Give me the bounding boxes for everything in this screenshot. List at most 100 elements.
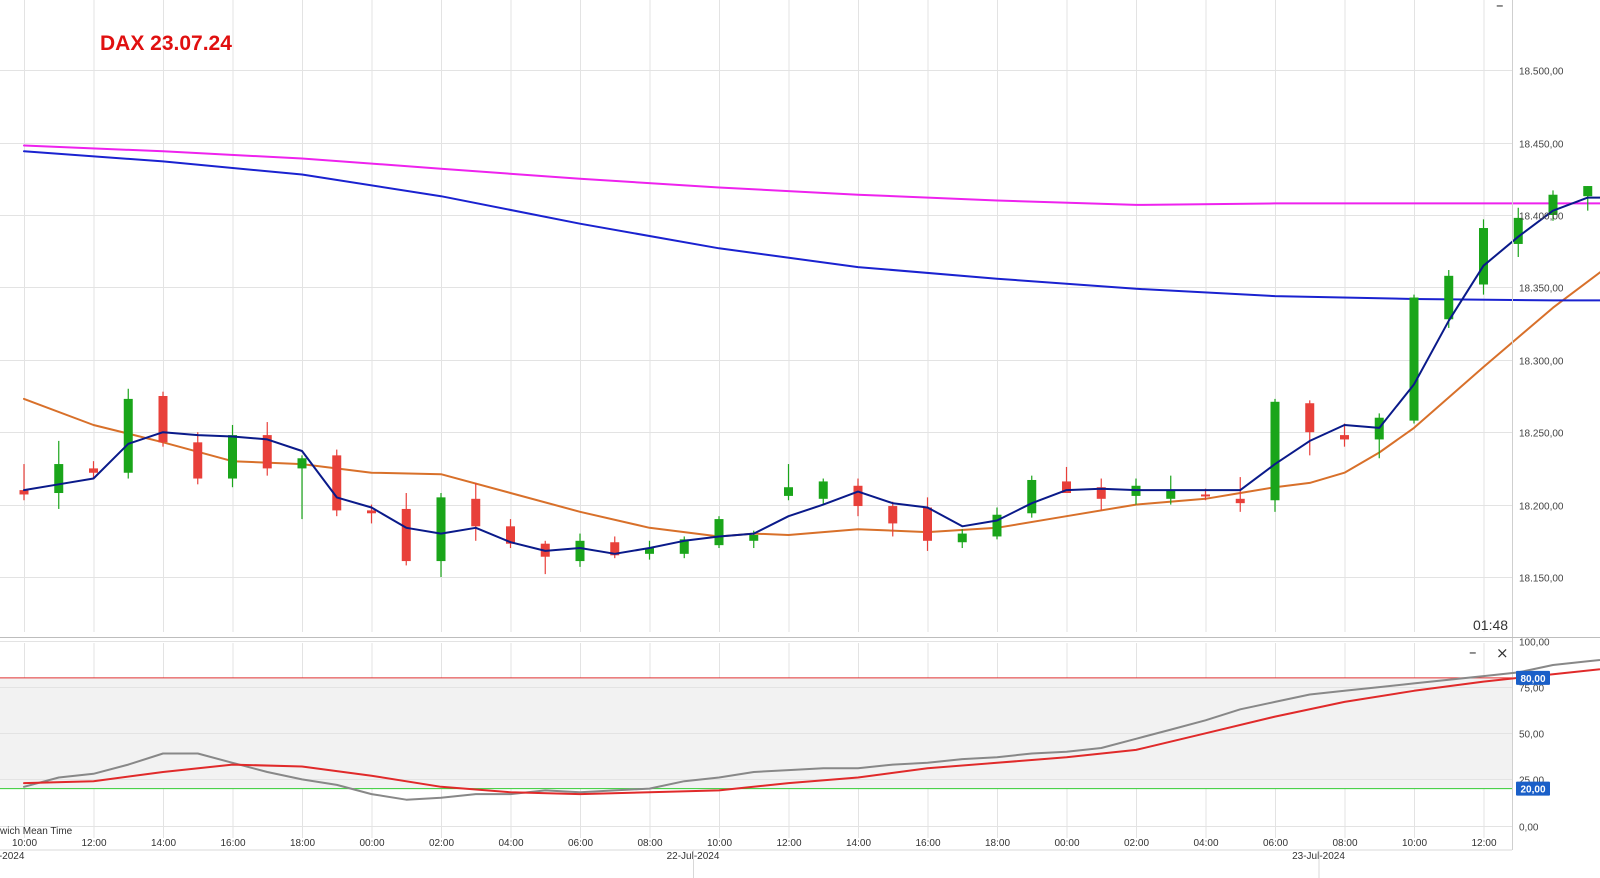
stoch-tick-label: 100,00 — [1519, 638, 1550, 649]
time-tick-label: 18:00 — [985, 838, 1010, 849]
candle-down — [1096, 478, 1106, 511]
ma-line-ema-mid — [23, 271, 1600, 538]
candle-down — [540, 540, 550, 575]
candle-down — [89, 461, 98, 479]
stochastic-minimize-button[interactable]: – — [1469, 643, 1477, 661]
stoch-tick-label: 50,00 — [1519, 730, 1544, 741]
candle-up — [228, 424, 237, 488]
candle-body — [297, 458, 307, 469]
candle-up — [123, 388, 133, 479]
time-tick-label: 12:00 — [1471, 838, 1496, 849]
candle-body — [262, 435, 272, 469]
candle-body — [1513, 217, 1523, 244]
candle-up — [1444, 270, 1454, 328]
price-tick-label: 18.150,00 — [1519, 574, 1564, 585]
candle-body — [645, 548, 654, 554]
candle-up — [575, 533, 585, 567]
candle-up — [992, 507, 1002, 540]
candle-up — [1374, 413, 1384, 459]
candle-body — [193, 442, 203, 479]
level-badge-label: 20,00 — [1520, 785, 1545, 796]
time-tick-label: 14:00 — [151, 838, 176, 849]
ma-line-ema-slow-blue — [23, 150, 1600, 302]
candle-body — [1409, 297, 1419, 421]
candle-body — [1583, 186, 1593, 197]
candle-body — [1479, 228, 1488, 285]
price-grid — [0, 70, 1512, 578]
stoch-tick-label: 0,00 — [1519, 823, 1539, 834]
candle-body — [1096, 487, 1106, 499]
time-tick-label: 00:00 — [359, 838, 384, 849]
candle-body — [1166, 490, 1176, 499]
candle-down — [1305, 400, 1315, 456]
time-tick-label: 02:00 — [429, 838, 454, 849]
time-tick-label: 06:00 — [568, 838, 593, 849]
time-tick-label: 12:00 — [81, 838, 106, 849]
candle-body — [714, 519, 724, 546]
candle-up — [1027, 475, 1037, 518]
ma-line-ema-slow-magenta — [23, 144, 1600, 206]
candle-down — [401, 493, 411, 566]
timezone-label: wich Mean Time — [0, 826, 73, 837]
candle-body — [89, 468, 98, 473]
candle-up — [784, 464, 793, 501]
time-tick-label: 04:00 — [498, 838, 523, 849]
time-tick-label: 08:00 — [637, 838, 662, 849]
candle-up — [714, 516, 724, 549]
stochastic-grid — [0, 641, 1512, 827]
stochastic-close-button[interactable]: × — [1496, 644, 1509, 662]
candle-body — [1340, 435, 1349, 440]
time-tick-label: 00:00 — [1054, 838, 1079, 849]
stochastic-pane: 0,00 25,00 50,00 75,00 100,00 80,00 20,00 — [0, 638, 1600, 834]
time-tick-label: 02:00 — [1124, 838, 1149, 849]
candle-up — [957, 529, 967, 549]
moving-averages — [23, 144, 1600, 538]
level-badge — [1516, 781, 1550, 796]
candle-body — [853, 485, 863, 507]
time-tick-label: 10:00 — [1402, 838, 1427, 849]
candle-countdown: 01:48 — [1473, 617, 1508, 633]
candle-up — [1513, 207, 1523, 257]
candle-down — [888, 501, 898, 537]
candle-up — [1548, 190, 1558, 221]
candle-up — [297, 455, 307, 520]
chart-title: DAX 23.07.24 — [100, 32, 232, 55]
candle-up — [645, 540, 654, 560]
candle-body — [367, 510, 376, 514]
price-pane: 18.150,00 18.200,00 18.250,00 18.300,00 18.3… — [0, 0, 1600, 850]
candle-body — [610, 542, 620, 556]
candle-body — [332, 455, 342, 511]
candle-body — [1444, 275, 1454, 320]
candle-body — [1027, 479, 1037, 514]
candle-body — [436, 497, 446, 562]
candle-body — [471, 498, 481, 527]
candle-down — [332, 449, 342, 517]
candle-down — [19, 464, 29, 501]
candle-body — [1201, 494, 1210, 497]
top-minimize-button[interactable]: – — [1496, 0, 1504, 14]
time-tick-label: 16:00 — [220, 838, 245, 849]
time-tick-label: 04:00 — [1193, 838, 1218, 849]
time-tick-label: 14:00 — [846, 838, 871, 849]
candle-up — [1479, 219, 1488, 295]
candle-body — [228, 435, 237, 479]
candle-body — [1235, 498, 1245, 504]
candles — [19, 186, 1600, 577]
candle-down — [1235, 477, 1245, 512]
price-tick-label: 18.200,00 — [1519, 502, 1564, 513]
time-tick-label: 10:00 — [707, 838, 732, 849]
candle-body — [19, 490, 29, 495]
stoch-line-stoch-d — [23, 668, 1600, 796]
price-tick-label: 18.350,00 — [1519, 284, 1564, 295]
candle-body — [158, 396, 168, 443]
price-axis: 18.150,00 18.200,00 18.250,00 18.300,00 18.3… — [0, 0, 1600, 850]
candle-body — [401, 508, 411, 562]
price-tick-label: 18.450,00 — [1519, 140, 1564, 151]
candle-up — [1270, 398, 1280, 512]
candle-up — [54, 440, 64, 509]
time-axis: 10:00 12:00 14:00 16:00 18:00 00:00 02:00 04:00… — [0, 838, 1512, 878]
time-tick-label: 18:00 — [290, 838, 315, 849]
candle-body — [1548, 194, 1558, 215]
time-tick-label: 06:00 — [1263, 838, 1288, 849]
